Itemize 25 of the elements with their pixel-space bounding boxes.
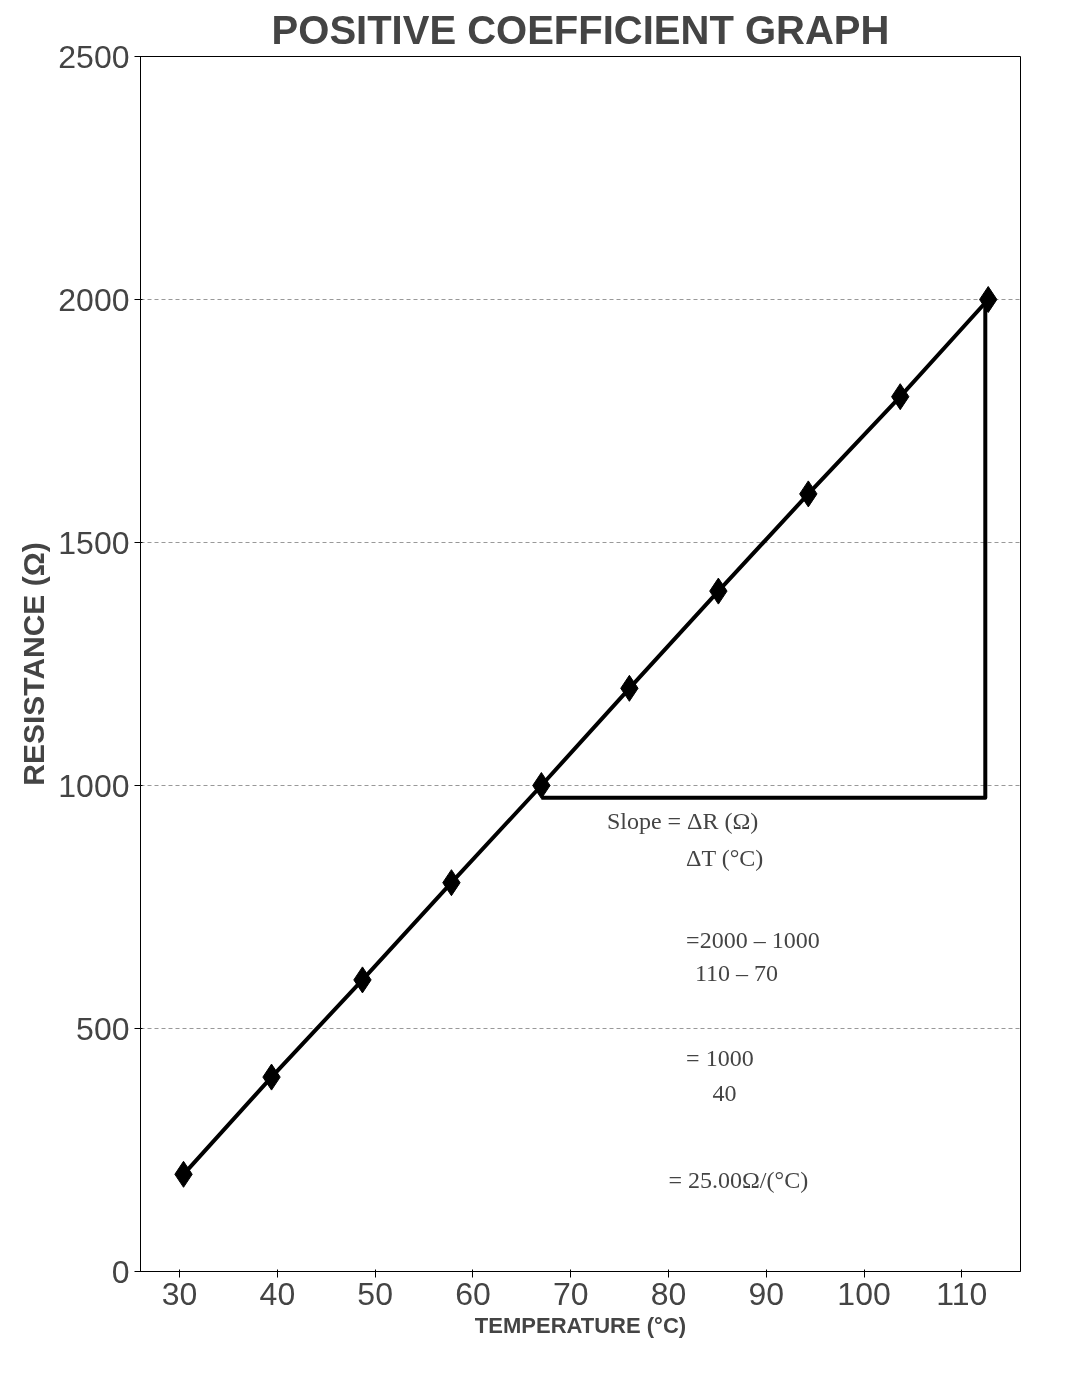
annotation: Slope = ΔR (Ω): [606, 808, 759, 835]
y-tick-label: 2500: [58, 38, 130, 75]
y-tick-label: 2000: [58, 281, 130, 318]
x-axis-title: TEMPERATURE (°C): [474, 1312, 687, 1338]
annotation: 110 – 70: [694, 959, 779, 986]
x-tick-label: 80: [650, 1275, 687, 1312]
x-tick-label: 40: [259, 1275, 296, 1312]
y-tick-label: 500: [76, 1010, 130, 1047]
x-tick-label: 100: [837, 1275, 891, 1312]
y-tick-label: 1500: [58, 524, 130, 561]
x-tick-label: 30: [161, 1275, 198, 1312]
y-tick-label: 1000: [58, 767, 130, 804]
x-tick-label: 50: [357, 1275, 393, 1312]
annotation: = 1000: [686, 1045, 754, 1072]
x-tick-label: 70: [552, 1275, 589, 1312]
y-tick-label: 0: [111, 1253, 130, 1290]
x-tick-label: 60: [455, 1275, 491, 1312]
chart-title: POSITIVE COEFFICIENT GRAPH: [271, 7, 890, 52]
annotation: 40: [712, 1080, 737, 1107]
annotation: ΔT (°C): [686, 844, 764, 871]
annotation: = 25.00Ω/(°C): [668, 1166, 809, 1193]
x-tick-label: 90: [748, 1275, 785, 1312]
x-tick-label: 110: [936, 1275, 988, 1312]
annotation: =2000 – 1000: [686, 927, 820, 954]
y-axis-title: RESISTANCE (Ω): [17, 542, 51, 786]
